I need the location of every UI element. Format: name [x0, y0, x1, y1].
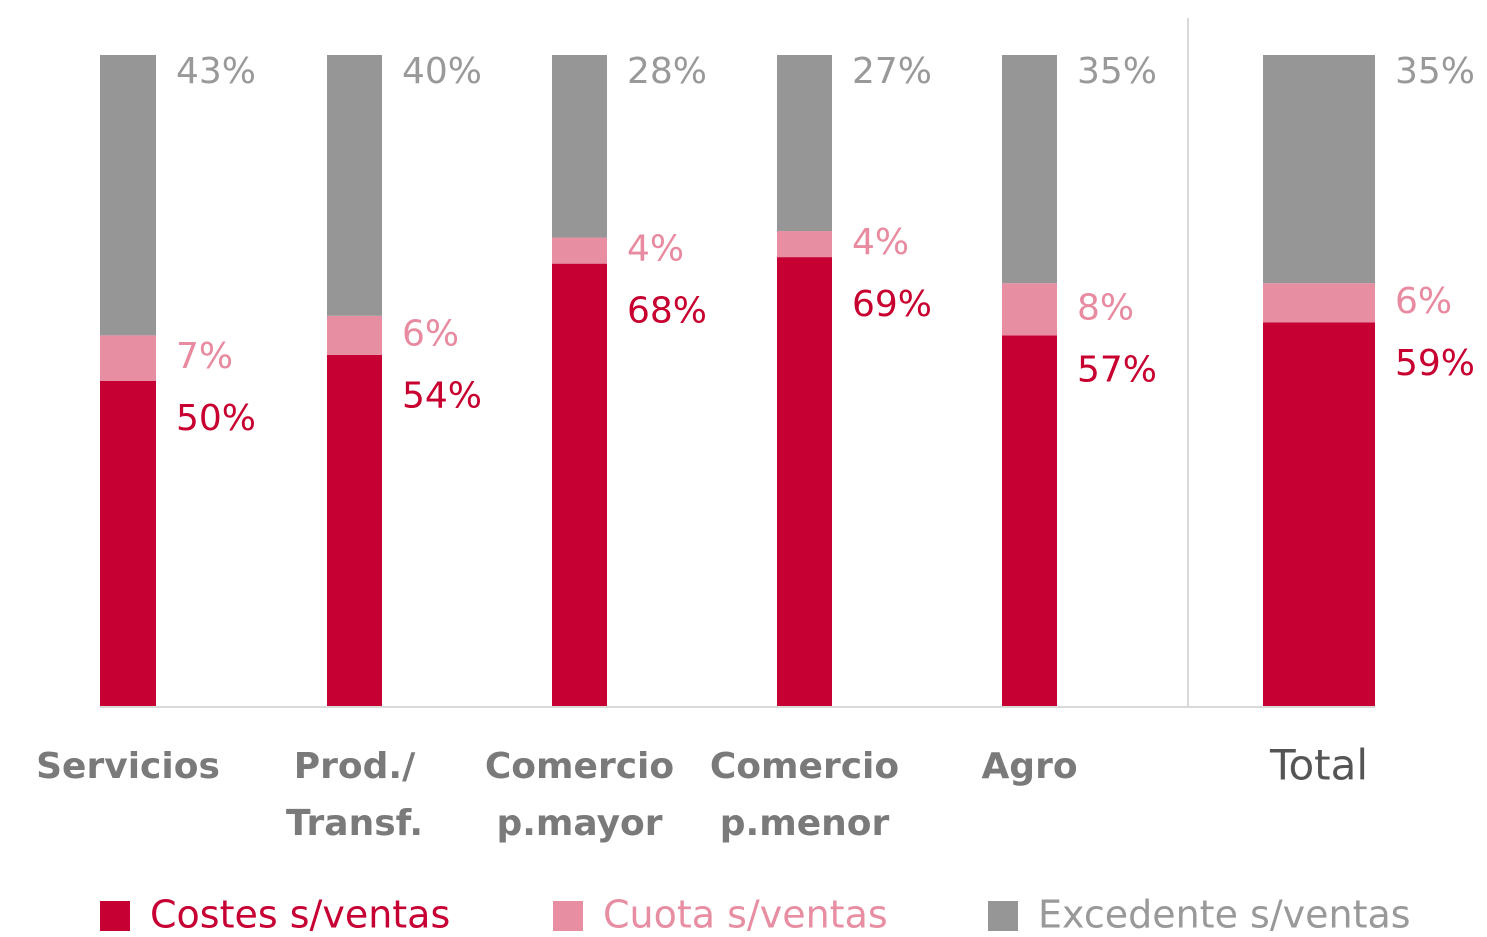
bar-segment: [1002, 335, 1057, 707]
bar-segment: [327, 354, 382, 707]
value-label: 28%: [627, 51, 707, 92]
value-label: 6%: [402, 313, 459, 354]
x-tick-label: Transf.: [286, 803, 423, 844]
x-tick-label: Agro: [981, 746, 1077, 787]
x-tick-label: p.mayor: [496, 803, 662, 844]
value-label: 57%: [1077, 349, 1157, 390]
legend-label: Costes s/ventas: [150, 893, 450, 937]
value-label: 8%: [1077, 287, 1134, 328]
bar-segment: [777, 257, 832, 707]
x-tick-label: Comercio: [485, 746, 674, 787]
bar-segment: [327, 315, 382, 355]
value-label: 59%: [1395, 343, 1475, 384]
value-label: 54%: [402, 375, 482, 416]
bar-segment: [1263, 322, 1375, 707]
value-label: 6%: [1395, 281, 1452, 322]
bar-segment: [552, 263, 607, 707]
bar-segment: [1263, 55, 1375, 284]
legend-label: Cuota s/ventas: [603, 893, 888, 937]
bar-segment: [327, 55, 382, 316]
x-tick-label: Servicios: [36, 746, 220, 787]
value-label: 69%: [852, 284, 932, 325]
x-tick-label: Comercio: [710, 746, 899, 787]
bar-segment: [552, 237, 607, 264]
bar-segment: [100, 381, 156, 707]
value-label: 40%: [402, 51, 482, 92]
value-label: 50%: [176, 398, 256, 439]
x-tick-label: Prod./: [294, 746, 416, 787]
legend-swatch: [553, 901, 583, 931]
value-label: 27%: [852, 51, 932, 92]
bar-segment: [100, 55, 156, 336]
bar-segment: [1263, 283, 1375, 323]
bar-segment: [552, 55, 607, 238]
value-label: 4%: [852, 222, 909, 263]
bar-segment: [1002, 283, 1057, 336]
bar-segment: [777, 231, 832, 258]
value-label: 68%: [627, 291, 707, 332]
legend-swatch: [100, 901, 130, 931]
value-label: 7%: [176, 336, 233, 377]
value-label: 35%: [1077, 51, 1157, 92]
bar-segment: [100, 335, 156, 381]
value-label: 35%: [1395, 51, 1475, 92]
bar-segment: [1002, 55, 1057, 284]
value-label: 4%: [627, 229, 684, 270]
bar-segment: [777, 55, 832, 232]
legend-label: Excedente s/ventas: [1038, 893, 1411, 937]
x-tick-label: p.menor: [720, 803, 890, 844]
x-tick-label: Total: [1269, 741, 1368, 790]
value-label: 43%: [176, 51, 256, 92]
legend-swatch: [988, 901, 1018, 931]
